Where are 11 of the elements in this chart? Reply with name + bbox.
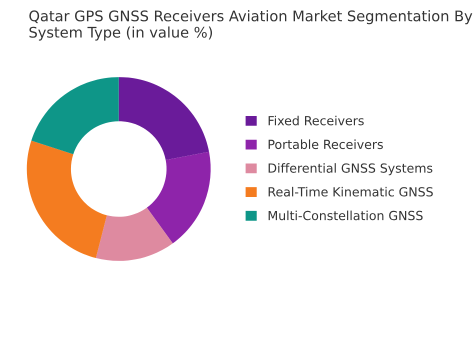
legend-label: Multi-Constellation GNSS xyxy=(268,210,423,220)
donut-slice xyxy=(31,77,119,154)
legend-label: Differential GNSS Systems xyxy=(268,163,432,176)
donut-slice xyxy=(26,140,107,258)
legend-label: Real-Time Kinematic GNSS xyxy=(268,186,433,197)
donut-slice xyxy=(96,208,173,261)
legend-label: Portable Receivers xyxy=(268,139,383,150)
donut-slice xyxy=(146,152,211,244)
donut-slice xyxy=(118,77,210,160)
chart-title: Qatar GPS GNSS Receivers Aviation Market Segmentation By System Type (in value %) xyxy=(29,10,472,41)
legend-label: Fixed Receivers xyxy=(268,116,364,126)
